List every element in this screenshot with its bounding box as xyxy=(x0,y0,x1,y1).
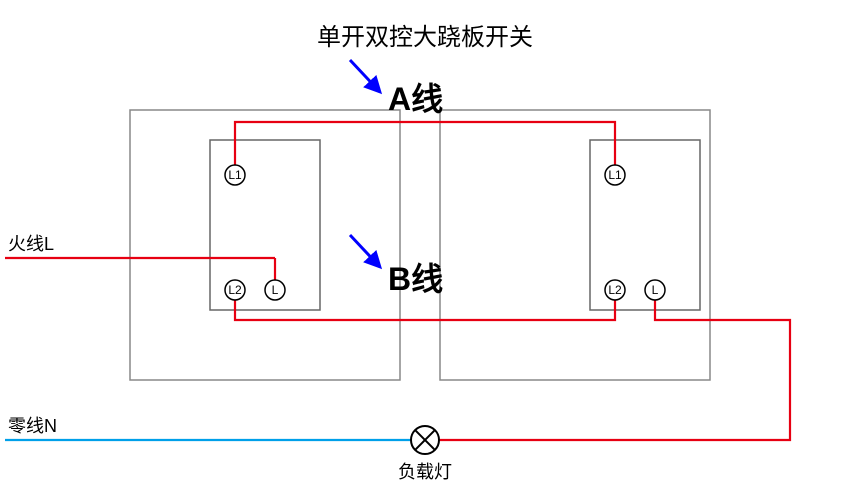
a-wire xyxy=(235,122,615,165)
load-lamp-label: 负载灯 xyxy=(398,462,452,482)
arrow-b-icon xyxy=(350,235,380,267)
neutral-line-label: 零线N xyxy=(8,416,57,436)
a-line-label: A线 xyxy=(388,81,443,117)
live-line-label: 火线L xyxy=(8,234,54,254)
terminal-l-sw1-label: L xyxy=(272,283,279,297)
terminal-l-sw2-label: L xyxy=(652,283,659,297)
diagram-title: 单开双控大跷板开关 xyxy=(317,24,533,51)
b-line-label: B线 xyxy=(388,261,443,297)
terminal-l2-sw2-label: L2 xyxy=(608,283,622,297)
terminal-l1-sw2-label: L1 xyxy=(608,168,622,182)
switch-2-outer xyxy=(440,110,710,380)
arrow-a-icon xyxy=(350,60,380,92)
terminal-l2-sw1-label: L2 xyxy=(228,283,242,297)
wiring-diagram: 单开双控大跷板开关 L1 L2 L L1 L2 L A线 B线 火 xyxy=(0,0,850,500)
terminal-l1-sw1-label: L1 xyxy=(228,168,242,182)
lamp-icon xyxy=(411,426,439,454)
